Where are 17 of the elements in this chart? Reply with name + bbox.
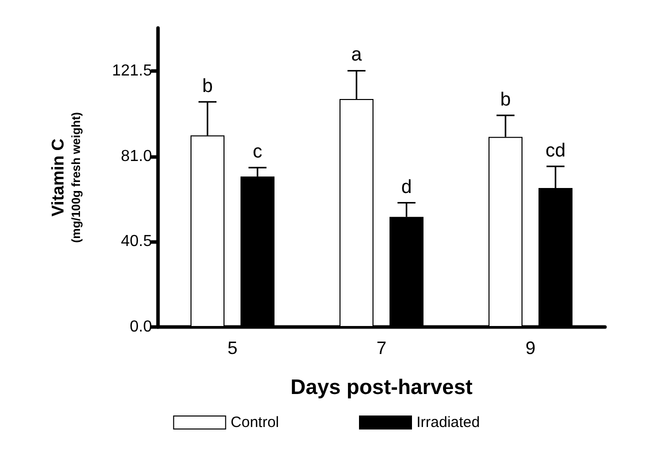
y-axis-title: Vitamin C (mg/100g fresh weight): [48, 112, 83, 243]
legend-label: Control: [230, 414, 279, 431]
y-tick-label: 81.0: [120, 148, 152, 165]
x-tick-label: 9: [525, 338, 536, 358]
data-label: d: [401, 176, 412, 198]
x-axis-title: Days post-harvest: [290, 376, 473, 399]
legend-label: Irradiated: [416, 414, 480, 431]
data-label: c: [252, 142, 262, 163]
y-tick-label: 121.5: [112, 62, 152, 80]
data-label: a: [351, 44, 362, 66]
y-tick-label: 0.0: [130, 318, 152, 336]
x-tick-label: 5: [227, 338, 238, 358]
x-tick-label: 7: [376, 338, 387, 358]
data-label: b: [202, 76, 213, 97]
data-label: cd: [545, 140, 566, 162]
y-tick-label: 40.5: [120, 233, 152, 250]
data-label: b: [500, 89, 511, 110]
